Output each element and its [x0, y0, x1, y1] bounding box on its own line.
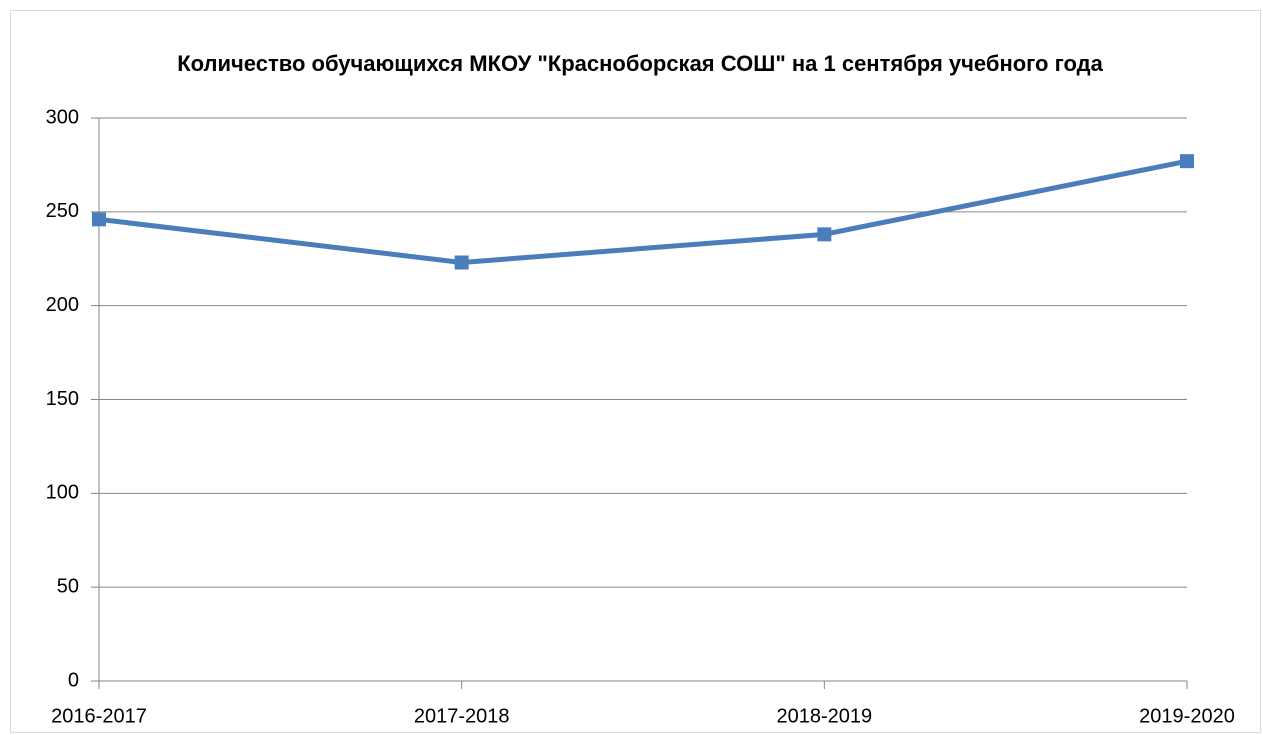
line: [98, 158, 1188, 266]
x-tick-label: 2016-2017: [51, 705, 147, 727]
marker: [454, 255, 469, 270]
y-tick-label: 300: [46, 106, 79, 128]
y-tick-label: 50: [57, 575, 79, 597]
x-tick-label: 2019-2020: [1139, 705, 1235, 727]
chart-title: Количество обучающихся МКОУ "Красноборск…: [177, 51, 1103, 76]
y-tick-label: 100: [46, 482, 79, 504]
y-tick-label: 250: [46, 200, 79, 222]
y-tick-label: 150: [46, 388, 79, 410]
marker: [1180, 154, 1194, 169]
chart-border: [10, 10, 1261, 733]
marker: [817, 227, 832, 242]
y-tick-label: 200: [46, 294, 79, 316]
marker: [92, 212, 106, 227]
x-tick-label: 2018-2019: [777, 705, 873, 727]
x-tick-label: 2017-2018: [414, 705, 510, 727]
y-tick-label: 0: [68, 669, 79, 691]
